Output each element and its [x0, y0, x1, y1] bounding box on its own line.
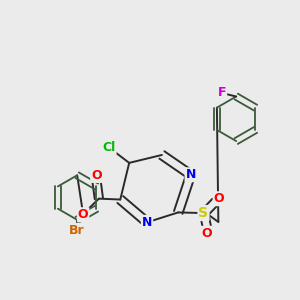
Text: O: O — [214, 192, 224, 205]
Text: O: O — [91, 169, 102, 182]
Text: F: F — [218, 86, 226, 99]
Text: O: O — [202, 227, 212, 240]
Text: S: S — [199, 206, 208, 220]
Text: N: N — [185, 168, 196, 181]
Text: Br: Br — [69, 224, 85, 237]
Text: N: N — [142, 216, 152, 229]
Text: Cl: Cl — [102, 141, 116, 154]
Text: O: O — [78, 208, 88, 221]
